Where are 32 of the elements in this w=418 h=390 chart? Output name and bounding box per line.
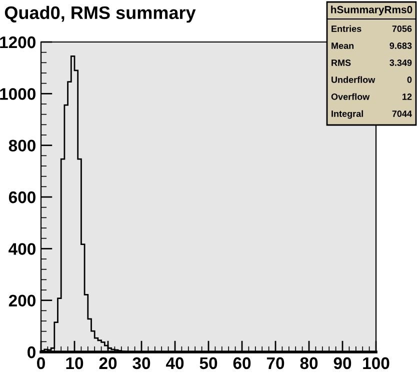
x-tick-label: 0 [37,357,45,370]
text: 0 [407,76,412,83]
text: 12 [402,94,412,100]
y-tick-label: 400 [8,243,36,255]
annotation: Overflow [331,93,370,100]
chart-title: Quad0, RMS summary [4,6,196,23]
x-tick-label: 30 [132,357,150,370]
x-tick-label: 20 [99,357,117,370]
annotation: Underflow [332,76,376,83]
x-tick-label: 70 [266,357,284,370]
x-tick-label: 40 [166,357,184,370]
text: 7056 [392,26,412,32]
text: 7044 [392,110,412,117]
annotation: Integral [332,110,363,119]
text: hSummaryRms0 [331,6,412,16]
x-tick-label: 80 [300,357,318,370]
x-tick-label: 10 [66,357,84,370]
y-tick-label: 200 [8,294,36,307]
x-tick-label: 90 [334,357,352,370]
y-tick-label: 1200 [0,36,36,48]
x-tick-label: 100 [363,357,390,370]
text: 3.349 [390,60,412,66]
y-tick-label: 600 [8,191,36,204]
y-tick-label: 0 [28,346,36,358]
annotation: Mean [332,42,354,49]
x-tick-label: 60 [233,357,251,370]
y-tick-label: 1000 [0,88,36,100]
text: 9.683 [390,42,412,49]
annotation: RMS [332,60,351,66]
y-tick-label: 800 [8,140,36,152]
text: Entries [332,25,362,32]
x-tick-label: 50 [200,357,218,370]
